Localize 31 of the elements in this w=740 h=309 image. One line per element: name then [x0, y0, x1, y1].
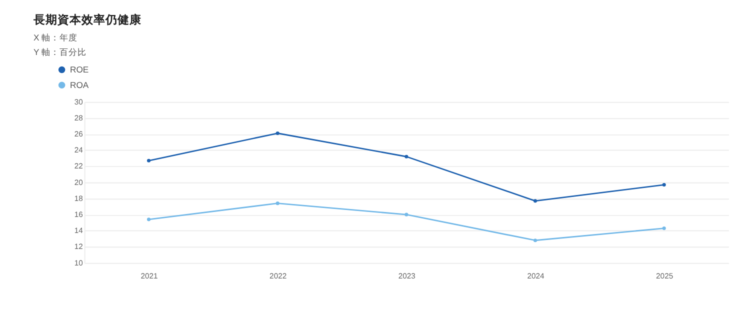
- y-tick-label: 24: [74, 146, 84, 155]
- point: [404, 154, 408, 158]
- y-tick-label: 12: [74, 242, 83, 252]
- point: [276, 131, 280, 136]
- legend-label: ROA: [70, 80, 89, 90]
- point: [533, 238, 538, 242]
- x-tick-label: 2025: [656, 272, 674, 281]
- point: [533, 199, 538, 203]
- point: [662, 226, 666, 230]
- y-tick-label: 16: [74, 210, 83, 219]
- y-tick-label: 26: [74, 129, 83, 138]
- y-tick-label: 28: [74, 113, 83, 122]
- y-tick-label: 10: [74, 258, 83, 268]
- legend-label: ROE: [70, 64, 89, 75]
- point: [276, 202, 280, 206]
- x-tick-label: 2023: [398, 272, 416, 281]
- point: [146, 218, 151, 222]
- x-tick-label: 2022: [270, 272, 287, 281]
- x-tick-label: 2024: [527, 272, 545, 281]
- y-tick-label: 22: [74, 162, 83, 171]
- y-tick-label: 20: [74, 178, 83, 187]
- x-tick-label: 2021: [140, 272, 158, 281]
- text: Y 軸：百分比: [34, 46, 87, 57]
- point: [146, 158, 151, 162]
- y-tick-label: 14: [74, 226, 84, 236]
- chart-title: 長期資本效率仍健康: [32, 12, 143, 26]
- y-tick-label: 30: [74, 97, 83, 106]
- text: X 軸：年度: [34, 32, 78, 43]
- y-tick-label: 18: [74, 194, 83, 203]
- point: [662, 183, 666, 187]
- point: [404, 212, 408, 216]
